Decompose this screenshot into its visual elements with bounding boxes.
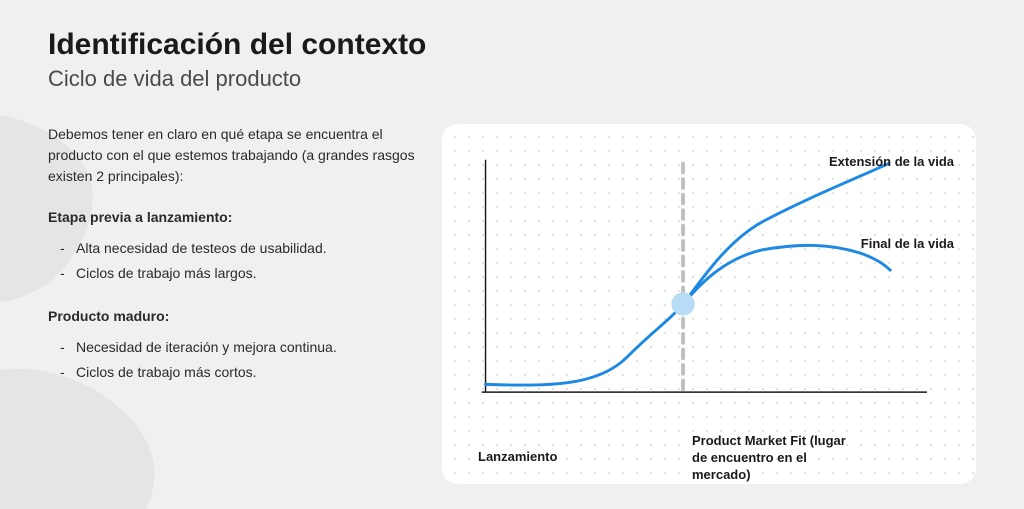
lifecycle-chart (472, 154, 956, 464)
page-title: Identificación del contexto (48, 28, 976, 62)
bullet-list-prelaunch: Alta necesidad de testeos de usabilidad.… (48, 238, 418, 284)
x-label-launch: Lanzamiento (478, 449, 557, 466)
pmf-marker (671, 292, 694, 315)
bullet-list-mature: Necesidad de iteración y mejora continua… (48, 337, 418, 383)
text-column: Debemos tener en claro en qué etapa se e… (48, 124, 418, 509)
x-label-pmf: Product Market Fit (lugar de encuentro e… (692, 433, 852, 484)
annotation-end: Final de la vida (861, 236, 954, 253)
list-item: Alta necesidad de testeos de usabilidad. (76, 238, 418, 259)
section-heading-mature: Producto maduro: (48, 306, 418, 327)
chart-panel: Lanzamiento Product Market Fit (lugar de… (442, 124, 976, 484)
page-subtitle: Ciclo de vida del producto (48, 66, 976, 92)
section-heading-prelaunch: Etapa previa a lanzamiento: (48, 207, 418, 228)
list-item: Ciclos de trabajo más largos. (76, 263, 418, 284)
curve-main (486, 164, 889, 385)
list-item: Ciclos de trabajo más cortos. (76, 362, 418, 383)
annotation-extension: Extensión de la vida (829, 154, 954, 171)
curve-split (683, 245, 890, 304)
intro-paragraph: Debemos tener en claro en qué etapa se e… (48, 124, 418, 187)
list-item: Necesidad de iteración y mejora continua… (76, 337, 418, 358)
